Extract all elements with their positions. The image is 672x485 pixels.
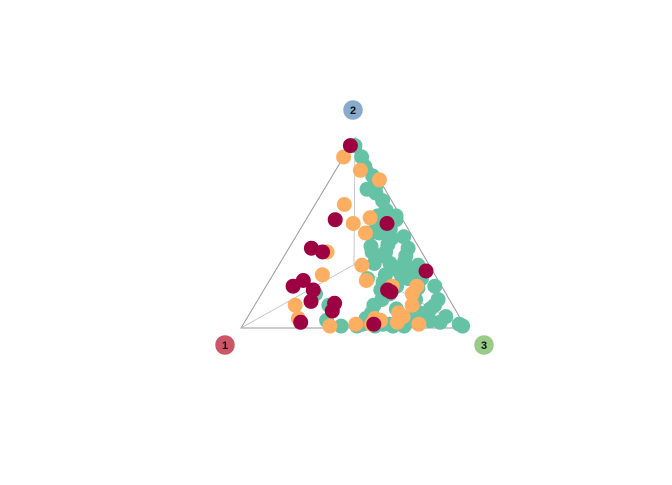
data-point bbox=[362, 210, 378, 226]
data-point bbox=[305, 282, 321, 298]
data-point bbox=[411, 316, 427, 332]
data-point bbox=[285, 278, 301, 294]
data-point bbox=[379, 216, 395, 231]
data-point bbox=[342, 138, 358, 154]
median-line-1 bbox=[240, 264, 355, 329]
data-point bbox=[327, 212, 343, 228]
data-point bbox=[348, 316, 364, 332]
data-point bbox=[336, 149, 352, 165]
data-point bbox=[354, 257, 370, 273]
data-point bbox=[380, 282, 396, 298]
vertex-marker-1 bbox=[214, 334, 236, 356]
data-point bbox=[303, 240, 319, 256]
data-point bbox=[427, 278, 443, 294]
data-point bbox=[455, 318, 471, 334]
data-point bbox=[409, 278, 425, 294]
data-point bbox=[404, 297, 420, 313]
vertex-label-1: 1 bbox=[222, 340, 228, 352]
data-point bbox=[352, 162, 368, 178]
vertex-layer: 1 2 3 bbox=[214, 99, 495, 356]
vertex-marker-2 bbox=[342, 99, 364, 121]
data-point bbox=[395, 309, 411, 325]
data-point bbox=[333, 318, 349, 334]
data-point bbox=[314, 267, 330, 283]
data-point bbox=[358, 225, 373, 241]
vertex-label-3: 3 bbox=[481, 340, 487, 352]
data-point bbox=[371, 172, 387, 188]
data-point bbox=[418, 263, 434, 279]
data-point bbox=[438, 309, 454, 325]
points-layer bbox=[285, 138, 471, 334]
vertex-label-2: 2 bbox=[350, 105, 356, 117]
data-point bbox=[345, 216, 361, 231]
data-point bbox=[303, 293, 319, 309]
data-point bbox=[373, 248, 389, 264]
data-point bbox=[327, 295, 343, 311]
data-point bbox=[293, 314, 309, 330]
vertex-marker-3 bbox=[473, 334, 495, 356]
data-point bbox=[336, 197, 352, 212]
data-point bbox=[322, 318, 338, 334]
data-point bbox=[366, 316, 382, 332]
data-point bbox=[287, 297, 303, 313]
data-point bbox=[396, 229, 412, 245]
data-point bbox=[358, 273, 374, 288]
data-point bbox=[422, 301, 438, 317]
